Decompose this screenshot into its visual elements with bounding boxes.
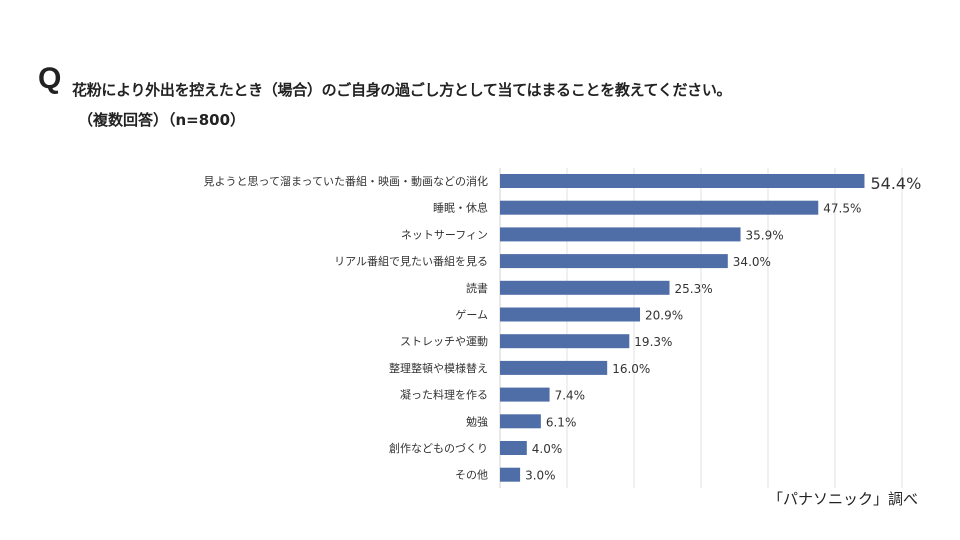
bar xyxy=(500,174,865,188)
category-label: 創作などものづくり xyxy=(389,441,488,455)
question-mark: Q xyxy=(38,62,62,95)
bar xyxy=(500,280,670,295)
category-label: その他 xyxy=(455,469,488,482)
category-label: 凝った料理を作る xyxy=(400,388,488,402)
data-label: 47.5% xyxy=(823,202,861,216)
bar xyxy=(500,387,550,402)
data-label: 6.1% xyxy=(546,415,577,429)
bar xyxy=(500,360,608,375)
category-label: ストレッチや運動 xyxy=(400,334,488,348)
data-label: 16.0% xyxy=(612,362,650,376)
chart-title: 花粉により外出を控えたとき（場合）のご自身の過ごし方として当てはまることを教えて… xyxy=(72,81,732,99)
data-label: 19.3% xyxy=(634,335,672,349)
category-label: リアル番組で見たい番組を見る xyxy=(334,255,488,268)
category-label: 勉強 xyxy=(466,414,488,428)
data-label: 20.9% xyxy=(645,309,683,323)
source-note: 「パナソニック」調べ xyxy=(767,490,918,508)
bar xyxy=(500,254,728,269)
category-label: ゲーム xyxy=(455,309,488,322)
data-label: 25.3% xyxy=(675,282,713,296)
bar xyxy=(500,307,641,322)
data-label: 4.0% xyxy=(532,442,563,456)
data-label: 35.9% xyxy=(746,228,784,242)
category-label: 読書 xyxy=(466,281,488,295)
data-label: 54.4% xyxy=(870,174,921,193)
category-label: 睡眠・休息 xyxy=(433,201,488,215)
category-label: ネットサーフィン xyxy=(401,228,488,241)
data-label: 7.4% xyxy=(555,389,586,403)
bar xyxy=(500,200,819,215)
data-label: 34.0% xyxy=(733,255,771,269)
chart-subtitle: （複数回答）（n=800） xyxy=(78,111,246,129)
bar xyxy=(500,441,527,455)
category-label: 見ようと思って溜まっていた番組・映画・動画などの消化 xyxy=(204,174,488,188)
bar xyxy=(500,334,630,349)
bar xyxy=(500,414,541,429)
data-label: 3.0% xyxy=(525,469,556,483)
category-label: 整理整頓や模様替え xyxy=(389,361,488,375)
bar xyxy=(500,467,521,482)
bar xyxy=(500,227,741,242)
